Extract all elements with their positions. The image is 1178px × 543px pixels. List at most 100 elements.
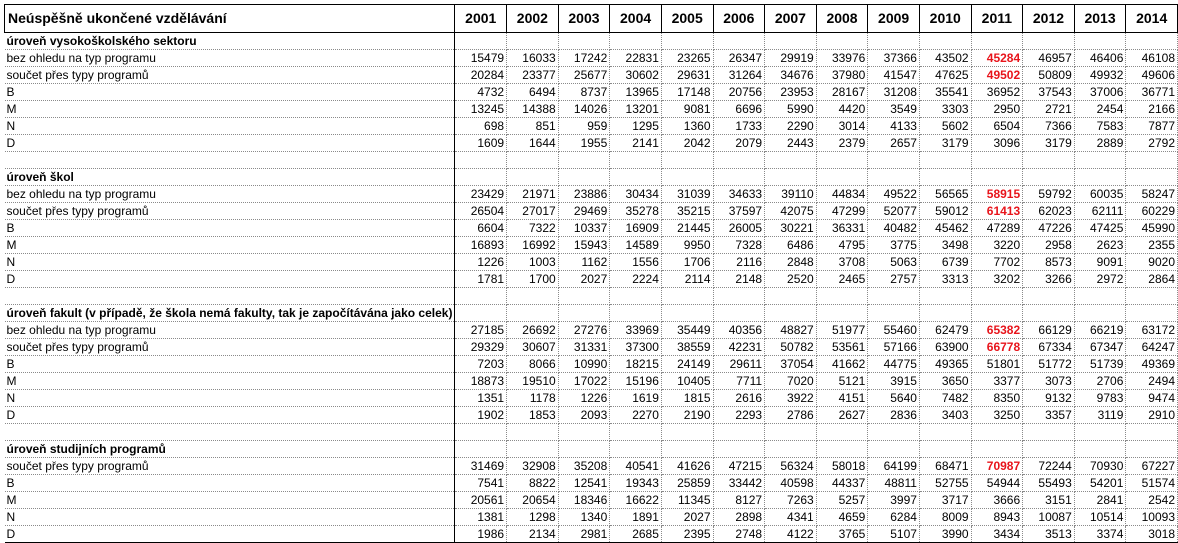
- empty-cell: [713, 168, 766, 186]
- row-label: N: [4, 117, 456, 135]
- value-cell: 72244: [1022, 457, 1075, 475]
- value-cell: 37366: [867, 49, 920, 67]
- year-header-2006: 2006: [712, 4, 766, 33]
- value-cell: 37006: [1074, 83, 1127, 101]
- empty-cell: [764, 168, 817, 186]
- value-cell: 2627: [816, 406, 869, 424]
- value-cell: 11345: [661, 491, 714, 509]
- table-row: bez ohledu na typ programu 27185 26692 2727…: [4, 321, 1178, 339]
- value-cell: 3266: [1022, 270, 1075, 288]
- header-row: Neúspěšně ukončené vzdělávání 2001 2002 200…: [3, 4, 1178, 33]
- value-cell: 9474: [1125, 389, 1178, 407]
- empty-cell: [1125, 287, 1178, 305]
- value-cell: 1619: [609, 389, 662, 407]
- value-cell: 7877: [1125, 117, 1178, 135]
- empty-cell: [867, 287, 920, 305]
- table-row: N 1226 1003 1162 1556 1706 2116 2848 3708 5063 673…: [4, 253, 1178, 271]
- value-cell: 49369: [1125, 355, 1178, 373]
- empty-cell: [506, 168, 559, 186]
- value-cell: 7366: [1022, 117, 1075, 135]
- empty-cell: [1074, 168, 1127, 186]
- value-cell: 67227: [1125, 457, 1178, 475]
- empty-cell: [609, 440, 662, 458]
- value-cell: 43502: [919, 49, 972, 67]
- empty-cell: [609, 151, 662, 169]
- value-cell: 32908: [506, 457, 559, 475]
- value-cell: 3220: [971, 236, 1024, 254]
- value-cell: 41547: [867, 66, 920, 84]
- value-cell: 6504: [971, 117, 1024, 135]
- value-cell: 26692: [506, 321, 559, 339]
- table-row: M 20561 20654 18346 16622 11345 8127 7263 5257 39…: [4, 491, 1178, 509]
- value-cell: 27276: [558, 321, 611, 339]
- value-cell: 3498: [919, 236, 972, 254]
- value-cell: 2190: [661, 406, 714, 424]
- row-label: N: [4, 253, 456, 271]
- year-header-2012: 2012: [1022, 4, 1075, 33]
- year-header-2014: 2014: [1125, 4, 1178, 33]
- row-label: součet přes typy programů: [4, 457, 456, 475]
- value-cell: 61413: [971, 202, 1024, 220]
- empty-cell: [661, 440, 714, 458]
- empty-cell: [4, 423, 456, 441]
- value-cell: 6604: [454, 219, 508, 237]
- value-cell: 2950: [971, 100, 1024, 118]
- value-cell: 27017: [506, 202, 559, 220]
- value-cell: 70930: [1074, 457, 1127, 475]
- empty-cell: [558, 440, 611, 458]
- row-label: B: [4, 219, 456, 237]
- value-cell: 17148: [661, 83, 714, 101]
- value-cell: 4133: [867, 117, 920, 135]
- empty-cell: [4, 151, 456, 169]
- value-cell: 13965: [609, 83, 662, 101]
- value-cell: 8943: [971, 508, 1024, 526]
- value-cell: 17242: [558, 49, 611, 67]
- value-cell: 66129: [1022, 321, 1075, 339]
- table-row: součet přes typy programů 31469 32908 35208…: [4, 457, 1178, 475]
- empty-cell: [558, 168, 611, 186]
- value-cell: 41662: [816, 355, 869, 373]
- value-cell: 9132: [1022, 389, 1075, 407]
- value-cell: 49932: [1074, 66, 1127, 84]
- section-title-row: úroveň škol: [4, 168, 1178, 186]
- value-cell: 1381: [454, 508, 508, 526]
- value-cell: 3374: [1074, 525, 1127, 543]
- table-row: B 6604 7322 10337 16909 21445 26005 30221 36331 4…: [4, 219, 1178, 237]
- value-cell: 3922: [764, 389, 817, 407]
- value-cell: 21971: [506, 185, 559, 203]
- value-cell: 13245: [454, 100, 508, 118]
- value-cell: 46957: [1022, 49, 1075, 67]
- value-cell: 3073: [1022, 372, 1075, 390]
- row-label: D: [4, 525, 456, 543]
- row-label: M: [4, 491, 456, 509]
- empty-cell: [506, 423, 559, 441]
- value-cell: 49502: [971, 66, 1024, 84]
- value-cell: 46108: [1125, 49, 1178, 67]
- value-cell: 3096: [971, 134, 1024, 152]
- empty-cell: [713, 32, 766, 50]
- value-cell: 4659: [816, 508, 869, 526]
- value-cell: 47215: [713, 457, 766, 475]
- value-cell: 2657: [867, 134, 920, 152]
- value-cell: 50782: [764, 338, 817, 356]
- value-cell: 1706: [661, 253, 714, 271]
- value-cell: 3717: [919, 491, 972, 509]
- empty-cell: [454, 168, 508, 186]
- empty-cell: [1125, 151, 1178, 169]
- value-cell: 10087: [1022, 508, 1075, 526]
- empty-cell: [764, 151, 817, 169]
- value-cell: 3997: [867, 491, 920, 509]
- value-cell: 9020: [1125, 253, 1178, 271]
- value-cell: 42231: [713, 338, 766, 356]
- empty-cell: [1022, 151, 1075, 169]
- value-cell: 16893: [454, 236, 508, 254]
- value-cell: 2898: [713, 508, 766, 526]
- spacer-row: [4, 423, 1178, 441]
- value-cell: 47299: [816, 202, 869, 220]
- value-cell: 3650: [919, 372, 972, 390]
- value-cell: 40482: [867, 219, 920, 237]
- value-cell: 1226: [454, 253, 508, 271]
- value-cell: 5990: [764, 100, 817, 118]
- table-title: Neúspěšně ukončené vzdělávání: [3, 4, 456, 33]
- empty-cell: [609, 423, 662, 441]
